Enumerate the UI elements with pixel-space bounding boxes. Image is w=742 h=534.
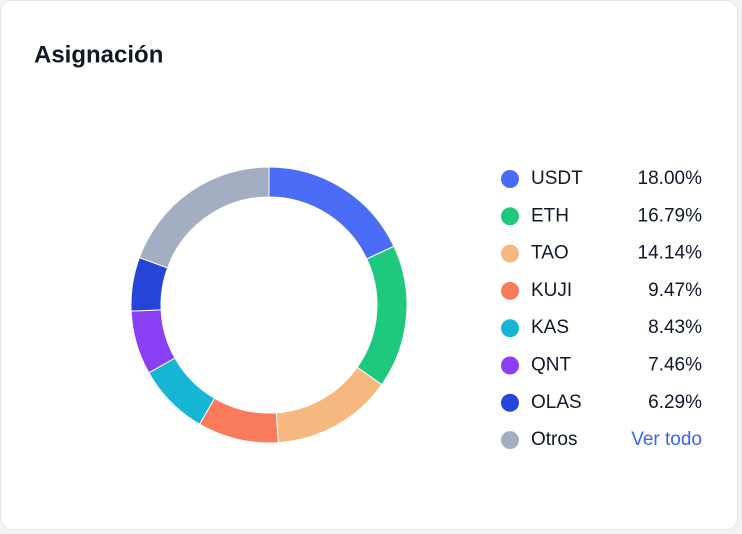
donut-segment (198, 397, 279, 444)
legend-label: ETH (531, 205, 569, 226)
donut-segment (148, 357, 216, 425)
legend-label: OLAS (531, 392, 582, 413)
legend-label: KUJI (531, 280, 572, 301)
legend-label: KAS (531, 317, 569, 338)
legend-label: QNT (531, 355, 572, 376)
legend-dot (501, 319, 519, 338)
legend-value: 8.43% (648, 317, 702, 338)
legend-value: 16.79% (638, 205, 703, 226)
legend-value: 7.46% (648, 355, 702, 376)
legend-dot (501, 170, 519, 188)
legend-label: Otros (531, 429, 577, 450)
donut-segment (356, 245, 408, 386)
legend-dot (501, 281, 519, 300)
legend-dot (501, 207, 519, 226)
donut-segment (268, 166, 395, 260)
legend-value: 18.00% (638, 168, 703, 189)
donut-segment (275, 366, 383, 444)
view-all-link[interactable]: Ver todo (631, 429, 702, 450)
legend-dot (501, 431, 519, 450)
legend-dot (501, 356, 519, 375)
donut-segment (138, 166, 270, 269)
chart-title: Asignación (34, 41, 163, 68)
legend-dot (501, 393, 519, 412)
legend-label: USDT (531, 168, 583, 189)
legend-value: 14.14% (638, 243, 703, 264)
legend-value: 9.47% (648, 280, 702, 301)
legend-label: TAO (531, 243, 569, 264)
legend-dot (501, 244, 519, 263)
legend-value: 6.29% (648, 392, 702, 413)
